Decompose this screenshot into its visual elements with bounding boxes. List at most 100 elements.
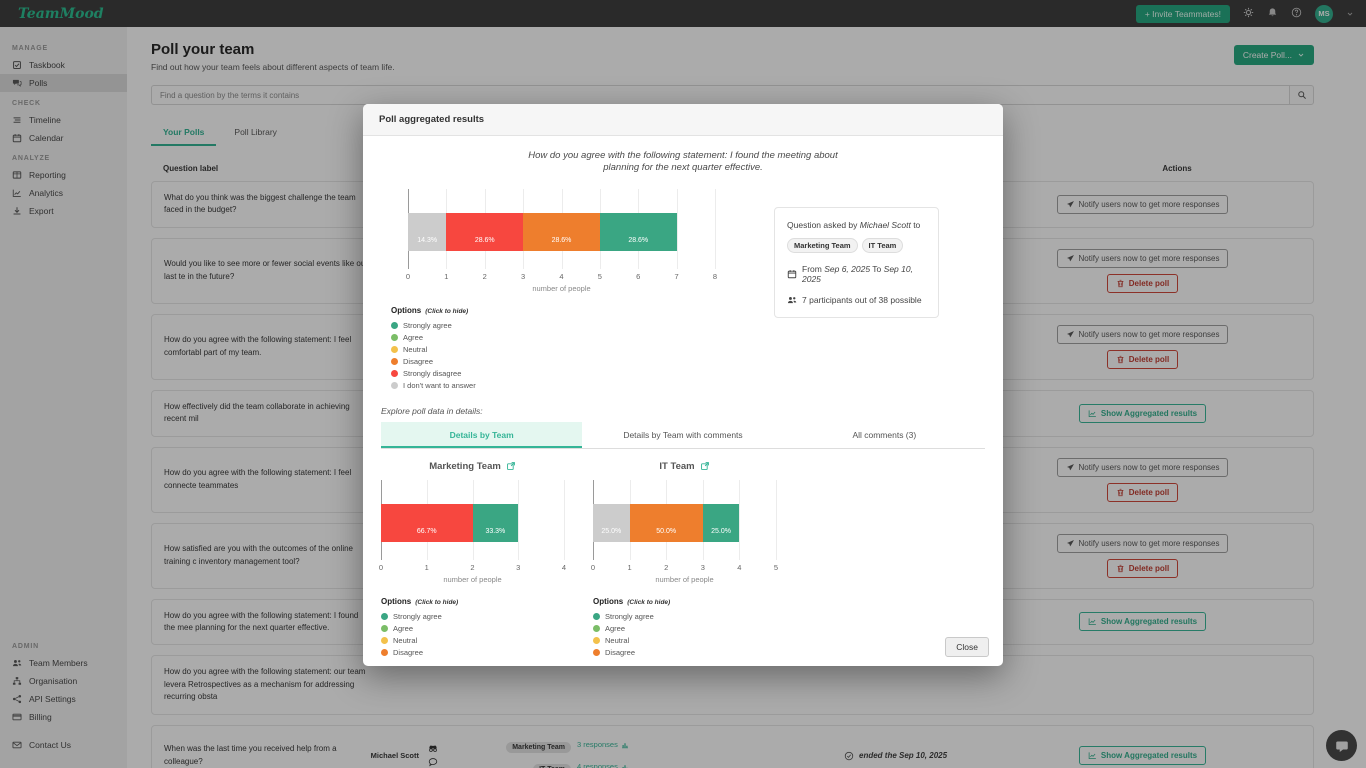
delete-poll-button[interactable]: Delete poll — [1106, 349, 1179, 369]
legend-item-i-don-t-want-to-answer[interactable]: I don't want to answer — [391, 381, 756, 390]
notify-users-button[interactable]: Notify users now to get more responses — [1056, 533, 1229, 553]
delete-poll-button[interactable]: Delete poll — [1106, 558, 1179, 578]
participants-line: 7 participants out of 38 possible — [787, 295, 926, 305]
legend-dot — [381, 612, 388, 620]
options-hint: (Click to hide) — [627, 598, 671, 606]
help-icon[interactable] — [1291, 5, 1302, 23]
sidebar-item-label: Export — [29, 206, 54, 216]
marketing-team-header[interactable]: Marketing Team — [381, 461, 564, 472]
tick-label: 5 — [773, 562, 779, 572]
legend-dot — [391, 345, 398, 353]
bar-segment-i-don-t-want-to-answer[interactable]: 25.0% — [593, 503, 630, 542]
asked-by-line: Question asked by Michael Scott to — [787, 219, 921, 230]
legend-item-strongly-agree[interactable]: Strongly agree — [593, 612, 805, 621]
legend-dot — [391, 369, 398, 377]
stream-icon — [12, 115, 22, 125]
legend-item-disagree[interactable]: Disagree — [381, 648, 593, 657]
bar-segment-disagree[interactable]: 28.6% — [523, 212, 600, 251]
date-range-line: From Sep 6, 2025 To Sep 10, 2025 — [787, 264, 926, 284]
chart-ticks: 0 1 2 3 4 5 — [591, 562, 779, 573]
invite-teammates-button[interactable]: + Invite Teammates! — [1135, 4, 1230, 23]
chat-widget-button[interactable] — [1326, 730, 1357, 761]
sidebar-item-polls[interactable]: Polls — [0, 74, 127, 92]
sidebar-item-taskbook[interactable]: Taskbook — [0, 56, 127, 74]
notify-users-button[interactable]: Notify users now to get more responses — [1056, 457, 1229, 477]
legend-item-disagree[interactable]: Disagree — [593, 648, 805, 657]
gear-icon[interactable] — [1243, 5, 1254, 23]
tab-poll-library[interactable]: Poll Library — [234, 127, 277, 137]
sidebar-section-title: ADMIN — [12, 643, 39, 650]
tick-label: 2 — [664, 562, 669, 572]
share-nodes-icon — [12, 694, 22, 704]
bar-segment-disagree[interactable]: 50.0% — [629, 503, 703, 542]
bar-segment-strongly-disagree[interactable]: 28.6% — [446, 212, 524, 251]
poll-question-label: How satisfied are you with the outcomes … — [164, 544, 353, 566]
modal-tab-details-by-team[interactable]: Details by Team — [381, 421, 583, 448]
legend-item-agree[interactable]: Agree — [391, 333, 756, 342]
bar-segment-strongly-agree[interactable]: 33.3% — [472, 503, 519, 542]
top-navbar: TeamMood + Invite Teammates! MS — [0, 0, 1366, 27]
legend-dot — [391, 381, 398, 389]
external-link-icon — [700, 461, 710, 471]
sidebar-item-analytics[interactable]: Analytics — [0, 184, 127, 202]
segment-percent: 25.0% — [711, 527, 731, 535]
delete-poll-button[interactable]: Delete poll — [1106, 273, 1179, 293]
modal-tab-all-comments-3[interactable]: All comments (3) — [852, 429, 917, 440]
it-team-section: IT Team 25.0% 50.0% 25.0% 0 1 2 3 4 5 number of p… — [591, 461, 805, 657]
legend-item-disagree[interactable]: Disagree — [391, 357, 756, 366]
bar-segment-strongly-disagree[interactable]: 66.7% — [381, 503, 473, 542]
legend-item-neutral[interactable]: Neutral — [391, 345, 756, 354]
legend-item-strongly-agree[interactable]: Strongly agree — [391, 321, 756, 330]
notify-users-button[interactable]: Notify users now to get more responses — [1056, 324, 1229, 344]
modal-tab-details-by-team-with-comments[interactable]: Details by Team with comments — [623, 429, 743, 440]
it-team-header[interactable]: IT Team — [593, 461, 776, 472]
legend-item-agree[interactable]: Agree — [381, 624, 593, 633]
segment-percent: 28.6% — [551, 236, 572, 244]
close-button[interactable]: Close — [945, 637, 989, 657]
sidebar-item-reporting[interactable]: Reporting — [0, 166, 127, 184]
poll-actions: Show Aggregated results — [984, 403, 1301, 423]
responses-link[interactable]: 3 responses — [577, 740, 629, 749]
team-badge: Marketing Team — [506, 741, 571, 753]
sidebar: MANAGE Taskbook Polls CHECK Timeline Calendar… — [0, 27, 127, 768]
bar-segment-i-don-t-want-to-answer[interactable]: 14.3% — [408, 212, 447, 251]
bar-segment-strongly-agree[interactable]: 25.0% — [702, 503, 740, 542]
sidebar-item-organisation[interactable]: Organisation — [0, 672, 127, 690]
legend-header: Options (Click to hide) — [391, 300, 756, 318]
search-input[interactable] — [151, 85, 1289, 105]
users-icon — [787, 295, 797, 305]
show-aggregated-results-button[interactable]: Show Aggregated results — [1078, 746, 1207, 766]
sidebar-item-contact-us[interactable]: Contact Us — [0, 736, 127, 754]
legend-item-agree[interactable]: Agree — [593, 624, 805, 633]
options-label: Options — [391, 305, 422, 315]
show-aggregated-results-button[interactable]: Show Aggregated results — [1078, 612, 1207, 632]
legend-item-neutral[interactable]: Neutral — [593, 636, 805, 645]
bell-icon[interactable] — [1267, 5, 1278, 23]
sidebar-section-analyze: ANALYZE Reporting Analytics Export — [0, 147, 127, 220]
calendar-icon — [787, 269, 797, 279]
legend-item-strongly-agree[interactable]: Strongly agree — [381, 612, 593, 621]
avatar[interactable]: MS — [1315, 4, 1333, 23]
delete-poll-button[interactable]: Delete poll — [1106, 482, 1179, 502]
notify-users-button[interactable]: Notify users now to get more responses — [1056, 194, 1229, 214]
gridline — [518, 479, 520, 560]
sidebar-item-calendar[interactable]: Calendar — [0, 129, 127, 147]
sidebar-item-export[interactable]: Export — [0, 202, 127, 220]
notify-users-button[interactable]: Notify users now to get more responses — [1056, 248, 1229, 268]
show-aggregated-results-button[interactable]: Show Aggregated results — [1078, 403, 1207, 423]
chevron-down-icon[interactable] — [1346, 5, 1354, 23]
tick-label: 7 — [674, 271, 679, 281]
sidebar-item-team-members[interactable]: Team Members — [0, 654, 127, 672]
gridline — [676, 188, 678, 269]
legend-item-neutral[interactable]: Neutral — [381, 636, 593, 645]
bar-segment-strongly-agree[interactable]: 28.6% — [599, 212, 677, 251]
poll-row-icons — [425, 744, 441, 767]
sidebar-item-timeline[interactable]: Timeline — [0, 111, 127, 129]
legend-item-strongly-disagree[interactable]: Strongly disagree — [391, 369, 756, 378]
tab-your-polls[interactable]: Your Polls — [151, 121, 217, 146]
sidebar-item-api-settings[interactable]: API Settings — [0, 690, 127, 708]
search-button[interactable] — [1289, 85, 1314, 105]
options-hint: (Click to hide) — [415, 598, 459, 606]
create-poll-button[interactable]: Create Poll... — [1233, 45, 1314, 65]
sidebar-item-billing[interactable]: Billing — [0, 708, 127, 726]
